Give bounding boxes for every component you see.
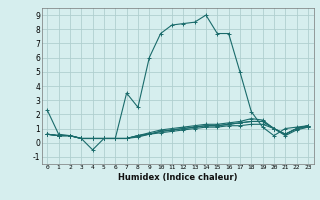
X-axis label: Humidex (Indice chaleur): Humidex (Indice chaleur) — [118, 173, 237, 182]
